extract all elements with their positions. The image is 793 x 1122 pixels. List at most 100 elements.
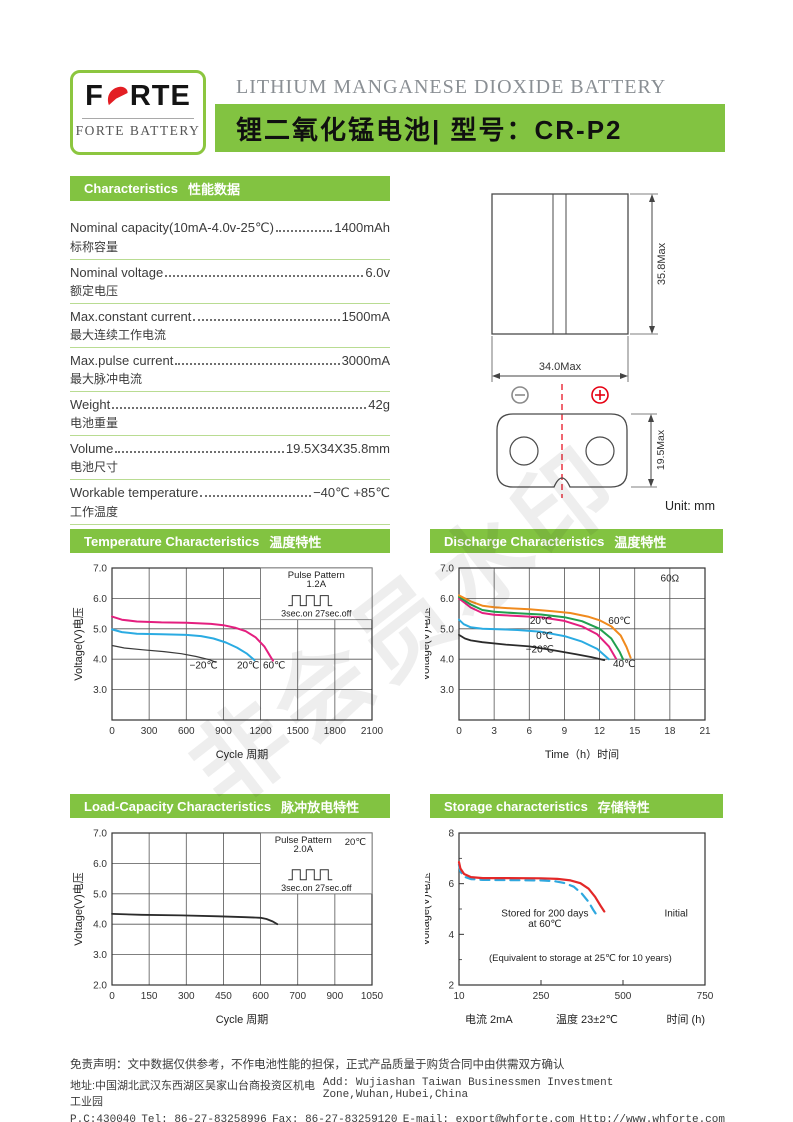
plot-border [111, 567, 373, 721]
dotted-leader [112, 407, 367, 409]
y-tick-label: 4.0 [440, 655, 454, 666]
series-curve-20℃ [458, 597, 617, 660]
x-tick-label: 6 [527, 726, 533, 737]
inset-temperature: 20℃ [345, 837, 367, 848]
series-curve-−20℃ [458, 634, 606, 661]
logo-divider [82, 118, 194, 119]
spec-value: 1500mA [341, 309, 390, 324]
curve-label: 20℃ [237, 660, 259, 671]
x-tick-label: 3 [491, 726, 497, 737]
y-tick-label: 2.0 [93, 981, 107, 992]
x-note-time: 时间 (h) [667, 1013, 706, 1026]
terminal-hole [509, 436, 539, 466]
dotted-leader [193, 319, 340, 321]
spec-row: Workable temperature −40℃ +85℃ 工作温度 [70, 480, 390, 525]
series-curve-20℃ [111, 628, 256, 662]
height-dim-label: 35.8Max [656, 242, 668, 285]
curve-label: 60Ω [661, 574, 680, 585]
y-tick-label: 3.0 [440, 685, 454, 696]
spec-name-chinese: 标称容量 [70, 240, 119, 254]
x-note-current: 电流 2mA [465, 1012, 513, 1026]
inset-current: 1.2A [307, 579, 327, 590]
page-title-english: LITHIUM MANGANESE DIOXIDE BATTERY [236, 76, 667, 98]
arrowhead-icon [492, 373, 500, 379]
series-curve-60℃ [458, 594, 632, 659]
y-tick-label: 4 [448, 930, 454, 941]
logo-swoosh-icon [107, 86, 128, 105]
spec-name: Nominal capacity(10mA-4.0v-25℃) [70, 220, 274, 235]
x-tick-label: 150 [141, 991, 158, 1002]
pulse-waveform-icon [288, 869, 333, 881]
x-note-temperature: 温度 23±2℃ [556, 1012, 618, 1026]
y-tick-label: 3.0 [93, 950, 107, 961]
arrowhead-icon [648, 414, 654, 422]
series-curve-40℃ [458, 595, 624, 661]
y-tick-label: 3.0 [93, 685, 107, 696]
section-title-zh: 脉冲放电特性 [281, 799, 360, 815]
section-title-en: Discharge Characteristics [444, 533, 605, 549]
disclaimer-text: 免责声明：文中数据仅供参考，不作电池性能的担保，正式产品质量于购货合同中由供需双… [70, 1059, 565, 1071]
y-tick-label: 5.0 [93, 889, 107, 900]
series-curve-Stored for 200 days at 60℃ [457, 863, 598, 916]
website: Http://www.whforte.com [579, 1114, 725, 1122]
section-title-zh: 温度特性 [614, 534, 667, 550]
inset-title: Pulse Pattern [288, 570, 345, 581]
terminal-hole [585, 436, 615, 466]
spec-name-chinese: 工作温度 [70, 505, 119, 519]
thickness-dim-label: 19.5Max [655, 429, 667, 470]
inset-box [260, 832, 373, 895]
spec-value: 42g [368, 397, 390, 412]
battery-dimension-drawing: 35.8Max 34.0Max 19.5Max Unit: mm [491, 193, 715, 513]
spec-row: Nominal capacity(10mA-4.0v-25℃) 1400mAh 标称… [70, 215, 390, 260]
x-axis-label: Time（h）时间 [545, 748, 619, 761]
spec-row: Weight 42g 电池重量 [70, 392, 390, 436]
spec-name: Workable temperature [70, 485, 199, 500]
x-tick-label: 700 [289, 991, 306, 1002]
x-tick-label: 0 [456, 726, 462, 737]
width-dim-label: 34.0Max [539, 361, 582, 373]
spec-name-chinese: 额定电压 [70, 284, 119, 298]
section-title-en: Characteristics [84, 181, 178, 196]
inset-box [260, 567, 373, 621]
x-tick-label: 18 [664, 726, 676, 737]
x-tick-label: 600 [178, 726, 195, 737]
page-title-bar: 锂二氧化锰电池| 型号：CR-P2 [215, 104, 725, 152]
series-curve-0℃ [458, 618, 610, 661]
y-tick-label: 4.0 [93, 920, 107, 931]
curve-label: (Equivalent to storage at 25℃ for 10 yea… [489, 953, 672, 964]
curve-label: at 60℃ [528, 919, 561, 930]
x-tick-label: 1050 [361, 991, 384, 1002]
address-chinese: 地址:中国湖北武汉东西湖区吴家山台商投资区机电工业园 [70, 1080, 316, 1108]
dotted-leader [165, 275, 364, 277]
page-title-chinese: 锂二氧化锰电池| 型号：CR-P2 [236, 114, 623, 145]
dotted-leader [175, 363, 340, 365]
spec-name: Max.pulse current [70, 353, 174, 368]
contact-line: P.C:430040 Tel: 86-27-83258996 Fax: 86-2… [70, 1114, 725, 1122]
x-tick-label: 1200 [249, 726, 272, 737]
y-tick-label: 5.0 [440, 624, 454, 635]
x-tick-label: 250 [533, 991, 550, 1002]
curve-label: −20℃ [190, 660, 218, 671]
spec-list: Nominal capacity(10mA-4.0v-25℃) 1400mAh 标称… [70, 215, 390, 525]
fax: Fax: 86-27-83259120 [272, 1114, 398, 1122]
x-tick-label: 900 [215, 726, 232, 737]
postal-code: P.C:430040 [70, 1114, 137, 1122]
section-header-temperature: Temperature Characteristics 温度特性 [70, 529, 390, 553]
spec-name: Volume [70, 441, 114, 456]
arrowhead-icon [620, 373, 628, 379]
y-axis-label: Voltage(V)电压 [425, 607, 432, 680]
spec-name-chinese: 电池重量 [70, 416, 119, 430]
unit-label: Unit: mm [665, 499, 715, 513]
spec-value: 3000mA [341, 353, 390, 368]
series-curve-Initial [457, 861, 606, 913]
y-tick-label: 6 [448, 879, 454, 890]
negative-terminal-icon [511, 386, 529, 404]
discharge-characteristics-chart: 20℃ 0℃ −20℃ 60℃ 40℃ 60Ω 0 3 6 9 12 15 18 21 3.0 4.0 5.0 6… [425, 564, 711, 762]
spec-value: −40℃ +85℃ [313, 485, 390, 500]
dotted-leader [115, 451, 284, 453]
x-tick-label: 600 [252, 991, 269, 1002]
